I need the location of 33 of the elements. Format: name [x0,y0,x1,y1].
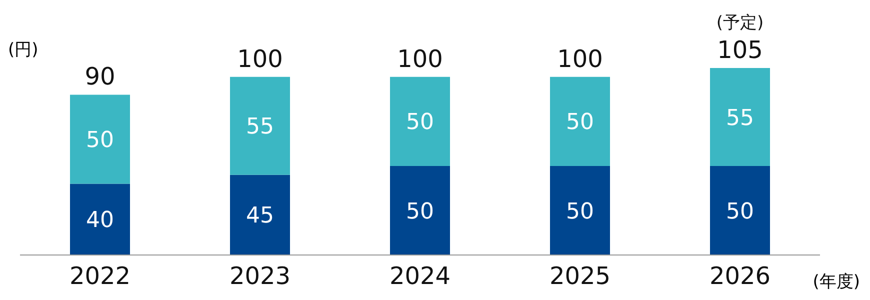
bar [390,166,450,255]
data-label: 50 [86,128,114,154]
x-tick-label: 2022 [69,262,131,290]
bar [70,184,130,255]
total-label: 105 [717,36,763,64]
x-tick-label: 2025 [549,262,611,290]
x-tick-label: 2026 [709,262,771,290]
data-label: 40 [86,208,114,234]
total-label: 100 [557,44,603,73]
y-axis-title: (円) [8,39,38,61]
x-tick-label: 2023 [229,262,291,290]
total-label: 100 [237,44,283,73]
x-axis-title: (年度) [812,271,860,293]
data-label: 55 [246,114,274,140]
total-label: 90 [84,62,116,91]
data-label: 45 [246,204,274,229]
data-label: 50 [406,110,434,136]
data-label: 50 [566,110,594,136]
bar [70,94,130,184]
data-label: 50 [726,199,754,224]
total-label: 100 [397,44,443,73]
bar [230,174,290,255]
data-label: 50 [566,199,594,224]
bar [550,166,610,255]
x-tick-label: 2024 [389,262,451,290]
bar [710,68,770,166]
bar [390,76,450,166]
bar [230,76,290,175]
bar [550,76,610,166]
text: (予定) [716,13,764,33]
bar [710,166,770,255]
data-label: 50 [406,199,434,224]
data-label: 55 [726,106,754,131]
